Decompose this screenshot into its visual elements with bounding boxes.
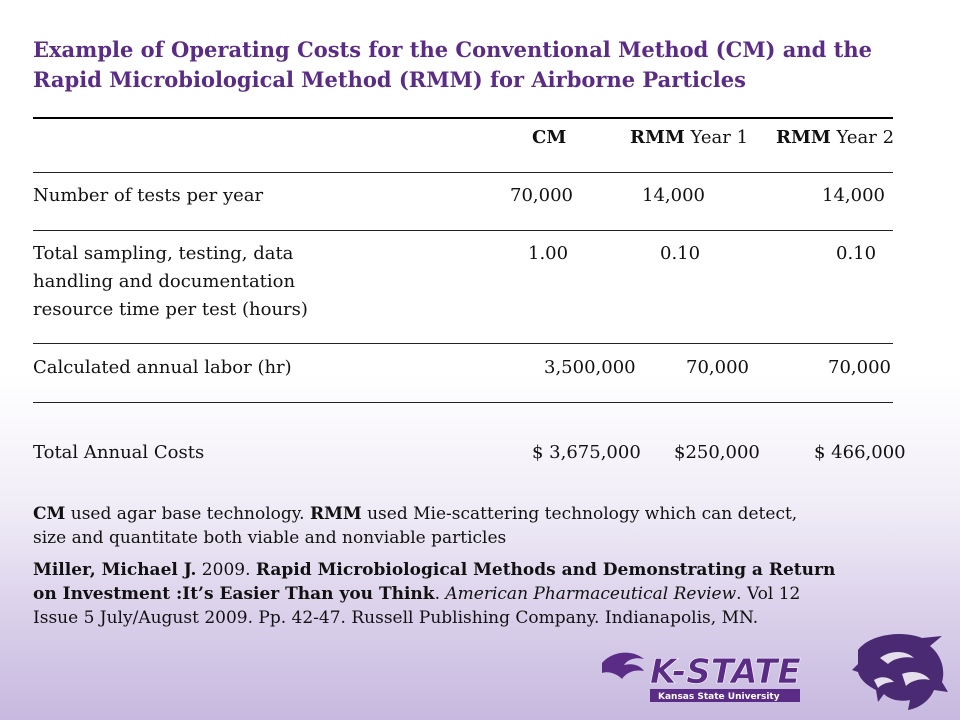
cell-rmm-year1: 70,000 bbox=[686, 357, 749, 378]
cell-cm: 3,500,000 bbox=[544, 357, 636, 378]
cell-rmm-year2: 70,000 bbox=[828, 357, 891, 378]
cell-rmm-year1: 0.10 bbox=[660, 243, 701, 264]
cell-rmm-year2: 14,000 bbox=[822, 185, 885, 206]
title-underline bbox=[33, 117, 893, 119]
row-label-resource-time-line-2: handling and documentation bbox=[33, 271, 296, 292]
divider bbox=[33, 402, 893, 403]
footnote-line-2: size and quantitate both viable and nonv… bbox=[33, 528, 507, 548]
citation-line-2: on Investment :It’s Easier Than you Thin… bbox=[33, 584, 801, 604]
footnote-line-1: CM used agar base technology. RMM used M… bbox=[33, 504, 798, 524]
row-label-total-annual-costs: Total Annual Costs bbox=[33, 442, 205, 463]
cell-cm: 1.00 bbox=[528, 243, 569, 264]
divider bbox=[33, 230, 893, 231]
header-rmm-year1: RMM Year 1 bbox=[630, 127, 749, 148]
powercat-mini-icon bbox=[602, 652, 644, 679]
footnote: CM used agar base technology. RMM used M… bbox=[33, 502, 943, 550]
cell-cm: 70,000 bbox=[510, 185, 573, 206]
title-line-2: Rapid Microbiological Method (RMM) for A… bbox=[33, 67, 746, 92]
slide-title: Example of Operating Costs for the Conve… bbox=[33, 35, 913, 95]
cell-rmm-year1: 14,000 bbox=[642, 185, 705, 206]
logo-wordmark: K-STATE bbox=[650, 652, 801, 692]
header-rmm-year2: RMM Year 2 bbox=[776, 127, 895, 148]
title-line-1: Example of Operating Costs for the Conve… bbox=[33, 37, 873, 62]
divider bbox=[33, 172, 893, 173]
logo-subtitle: Kansas State University bbox=[658, 692, 780, 702]
citation-line-3: Issue 5 July/August 2009. Pp. 42-47. Rus… bbox=[33, 608, 759, 628]
citation: Miller, Michael J. 2009. Rapid Microbiol… bbox=[33, 558, 943, 630]
cell-cm: $ 3,675,000 bbox=[532, 442, 641, 463]
header-cm: CM bbox=[532, 127, 567, 148]
cell-rmm-year2: $ 466,000 bbox=[814, 442, 906, 463]
divider bbox=[33, 343, 893, 344]
row-label-resource-time-line-3: resource time per test (hours) bbox=[33, 299, 308, 320]
kstate-logo: K-STATE Kansas State University bbox=[602, 652, 801, 702]
wildcat-icon bbox=[852, 634, 948, 710]
row-label-tests-per-year: Number of tests per year bbox=[33, 185, 264, 206]
row-label-annual-labor: Calculated annual labor (hr) bbox=[33, 357, 292, 378]
row-label-resource-time-line-1: Total sampling, testing, data bbox=[33, 243, 294, 264]
cell-rmm-year1: $250,000 bbox=[674, 442, 760, 463]
citation-line-1: Miller, Michael J. 2009. Rapid Microbiol… bbox=[33, 560, 836, 580]
cell-rmm-year2: 0.10 bbox=[836, 243, 877, 264]
